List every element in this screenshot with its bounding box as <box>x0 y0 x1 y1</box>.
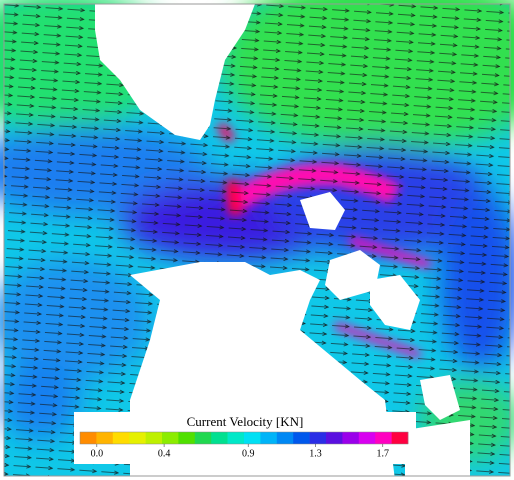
colorbar-swatch <box>129 432 146 444</box>
colorbar-swatch <box>96 432 114 444</box>
colorbar-tick-label: 0.0 <box>91 448 104 459</box>
colorbar-swatch <box>342 432 360 444</box>
colorbar-swatch <box>309 432 327 444</box>
colorbar-tick-label: 1.3 <box>309 448 322 459</box>
colorbar-swatch <box>194 432 212 444</box>
colorbar-swatch <box>211 432 228 444</box>
colorbar-swatch <box>244 432 261 444</box>
colorbar-tick-label: 0.9 <box>242 448 255 459</box>
colorbar-swatch <box>112 432 130 444</box>
colorbar-swatch <box>260 432 278 444</box>
colorbar-swatch <box>80 432 97 444</box>
colorbar-frame <box>79 431 409 445</box>
colorbar-swatch <box>326 432 343 444</box>
colorbar-swatch <box>293 432 310 444</box>
colorbar-swatch <box>391 432 409 444</box>
colorbar-swatch <box>227 432 245 444</box>
colorbar-swatch <box>145 432 163 444</box>
legend: Current Velocity [KN] 0.0 0.4 0.9 1.3 1.7 <box>74 412 416 464</box>
colorbar-swatch <box>178 432 196 444</box>
colorbar-swatch <box>358 432 376 444</box>
map-frame <box>3 3 511 477</box>
colorbar-tick-label: 0.4 <box>158 448 171 459</box>
colorbar-tick-label: 1.7 <box>377 448 390 459</box>
colorbar-swatch <box>375 432 392 444</box>
legend-title: Current Velocity [KN] <box>187 414 304 429</box>
colorbar-swatch <box>162 432 179 444</box>
colorbar-swatch <box>276 432 294 444</box>
